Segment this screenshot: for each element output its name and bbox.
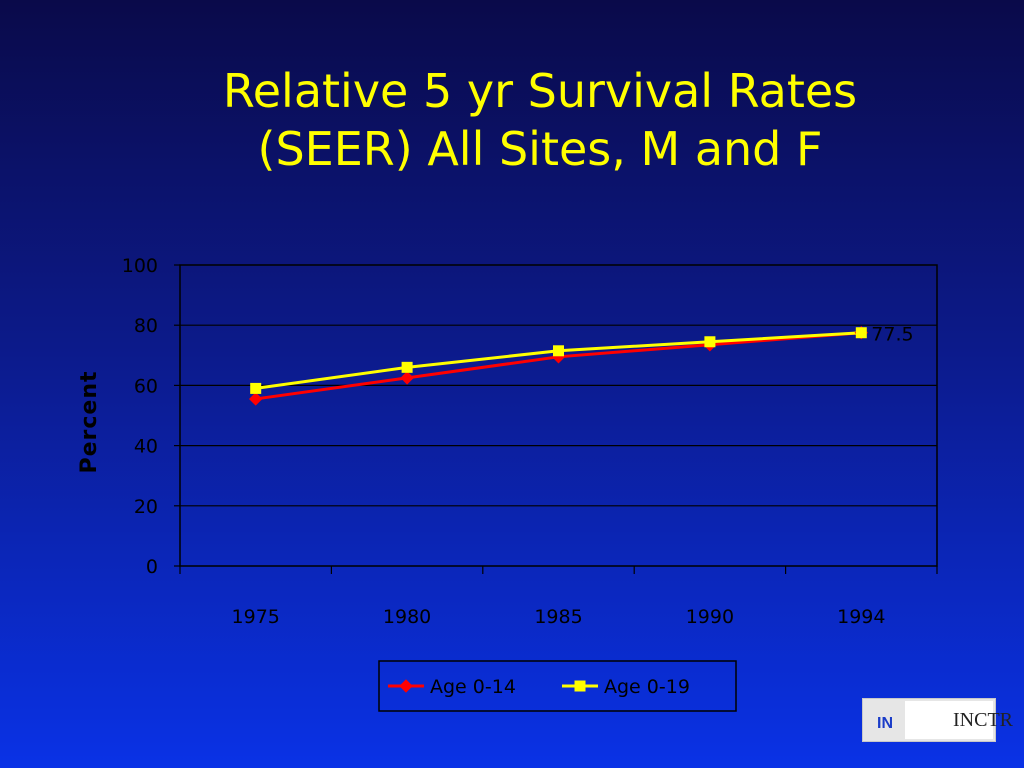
data-point-1	[250, 382, 262, 394]
data-point-0	[400, 371, 414, 385]
y-tick-label: 80	[134, 315, 158, 337]
legend-marker-0	[399, 679, 413, 693]
slide-title-line-1: Relative 5 yr Survival Rates	[222, 64, 858, 118]
legend-marker-1	[574, 680, 586, 692]
data-point-1	[401, 361, 413, 373]
series-line-0	[255, 331, 862, 401]
data-point-1	[553, 345, 564, 357]
logo-inner-panel: INCTR	[905, 701, 1013, 739]
slide-title-line-2: (SEER) All Sites, M and F	[257, 122, 823, 176]
y-tick-label: 40	[134, 436, 158, 458]
legend-box	[378, 660, 737, 712]
x-tick-label: 1994	[837, 606, 885, 628]
x-tick-label: 1990	[686, 606, 734, 628]
plot-area	[179, 264, 938, 567]
x-tick-label: 1975	[232, 606, 280, 628]
data-point-1	[704, 336, 716, 348]
y-axis-label: Percent	[77, 370, 102, 473]
data-point-0	[248, 392, 263, 406]
logo-right-text: INCTR	[953, 709, 1013, 731]
data-point-1	[855, 327, 867, 339]
y-tick-label: 0	[146, 556, 158, 578]
x-tick-label: 1980	[383, 606, 431, 628]
inctr-logo: IN INCTR	[862, 698, 1013, 742]
data-label: 77.5	[871, 324, 913, 346]
y-tick-label: 60	[134, 375, 158, 397]
legend-label: Age 0-14	[430, 676, 516, 698]
y-tick-label: 100	[122, 255, 158, 277]
logo-left-text: IN	[877, 715, 893, 732]
x-tick-label: 1985	[534, 606, 582, 628]
slide-title: Relative 5 yr Survival Rates (SEER) All …	[0, 62, 1024, 178]
legend-label: Age 0-19	[604, 676, 690, 698]
y-tick-label: 20	[134, 496, 158, 518]
